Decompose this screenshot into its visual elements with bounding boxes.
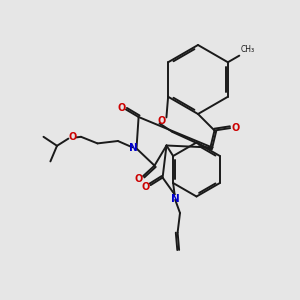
Text: N: N	[171, 194, 180, 204]
Text: O: O	[68, 132, 77, 142]
Text: O: O	[142, 182, 150, 192]
Text: N: N	[128, 143, 137, 153]
Text: O: O	[231, 123, 239, 133]
Text: O: O	[158, 116, 166, 126]
Text: CH₃: CH₃	[241, 46, 255, 55]
Text: O: O	[117, 103, 125, 113]
Text: O: O	[135, 174, 143, 184]
